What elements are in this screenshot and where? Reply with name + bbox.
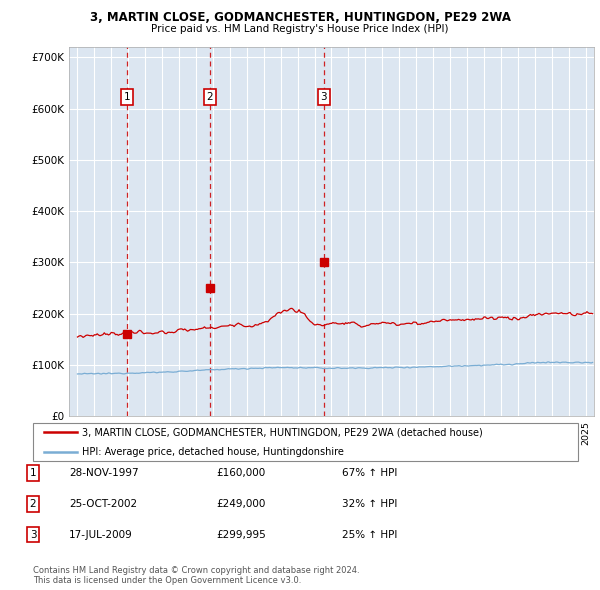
Text: 1: 1 [124,92,130,102]
Text: 3: 3 [29,530,37,539]
Text: Price paid vs. HM Land Registry's House Price Index (HPI): Price paid vs. HM Land Registry's House … [151,24,449,34]
Text: 25-OCT-2002: 25-OCT-2002 [69,499,137,509]
Text: 1: 1 [29,468,37,478]
Text: HPI: Average price, detached house, Huntingdonshire: HPI: Average price, detached house, Hunt… [82,447,344,457]
Text: £299,995: £299,995 [216,530,266,539]
Text: 3, MARTIN CLOSE, GODMANCHESTER, HUNTINGDON, PE29 2WA: 3, MARTIN CLOSE, GODMANCHESTER, HUNTINGD… [89,11,511,24]
Text: 3: 3 [320,92,327,102]
Text: £249,000: £249,000 [216,499,265,509]
Text: 25% ↑ HPI: 25% ↑ HPI [342,530,397,539]
Text: 3, MARTIN CLOSE, GODMANCHESTER, HUNTINGDON, PE29 2WA (detached house): 3, MARTIN CLOSE, GODMANCHESTER, HUNTINGD… [82,427,483,437]
Text: 28-NOV-1997: 28-NOV-1997 [69,468,139,478]
Text: 67% ↑ HPI: 67% ↑ HPI [342,468,397,478]
Text: 32% ↑ HPI: 32% ↑ HPI [342,499,397,509]
Text: Contains HM Land Registry data © Crown copyright and database right 2024.
This d: Contains HM Land Registry data © Crown c… [33,566,359,585]
Text: 2: 2 [206,92,213,102]
Text: £160,000: £160,000 [216,468,265,478]
Text: 2: 2 [29,499,37,509]
Text: 17-JUL-2009: 17-JUL-2009 [69,530,133,539]
FancyBboxPatch shape [33,423,578,461]
